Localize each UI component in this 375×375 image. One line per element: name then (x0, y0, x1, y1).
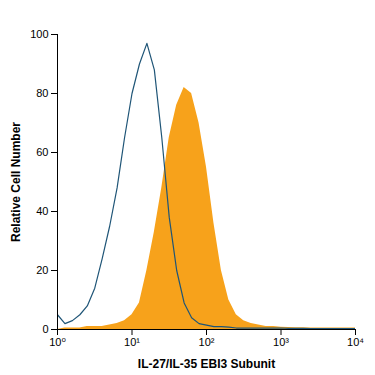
svg-text:20: 20 (36, 264, 48, 276)
svg-text:10³: 10³ (273, 336, 289, 348)
svg-text:10⁴: 10⁴ (347, 336, 364, 348)
svg-text:IL-27/IL-35 EBI3 Subunit: IL-27/IL-35 EBI3 Subunit (138, 357, 275, 371)
svg-text:10²: 10² (199, 336, 215, 348)
svg-text:80: 80 (36, 87, 48, 99)
svg-text:10⁰: 10⁰ (49, 336, 66, 348)
svg-text:0: 0 (42, 323, 48, 335)
svg-text:40: 40 (36, 205, 48, 217)
svg-text:60: 60 (36, 146, 48, 158)
svg-text:10¹: 10¹ (124, 336, 140, 348)
svg-text:100: 100 (30, 28, 48, 40)
svg-text:Relative Cell Number: Relative Cell Number (9, 122, 23, 242)
